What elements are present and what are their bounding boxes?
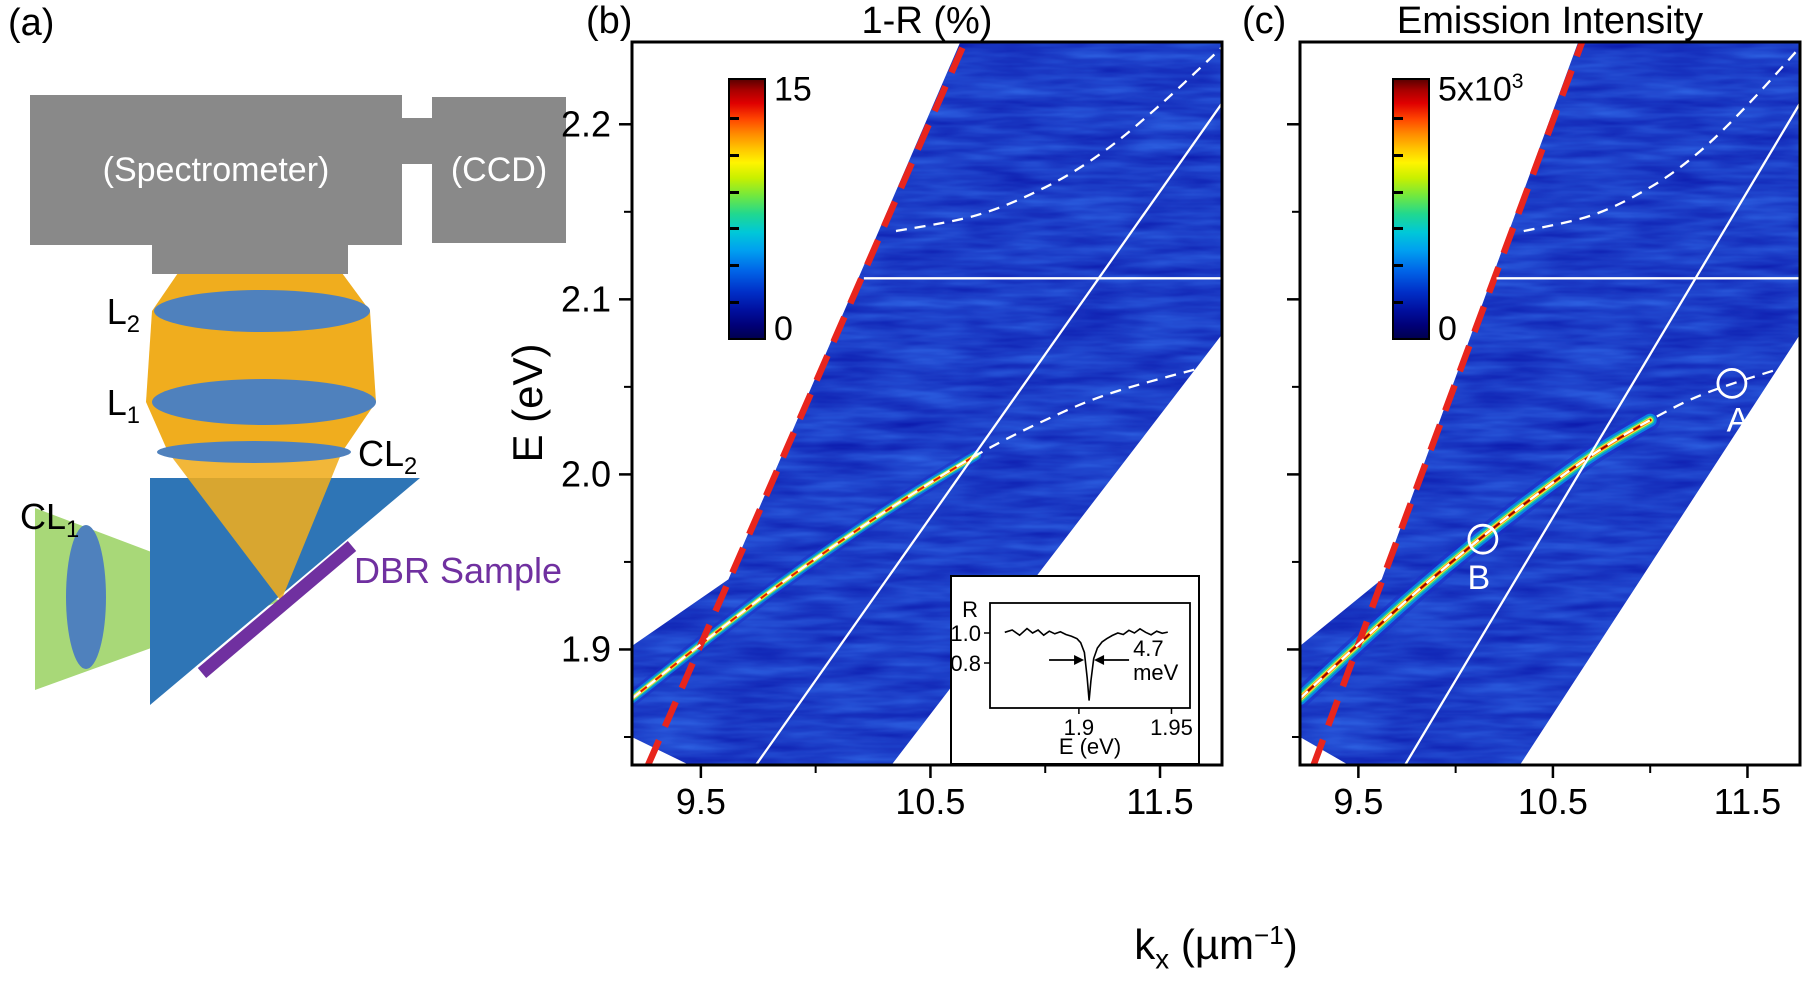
- marker-B: [1467, 523, 1499, 555]
- colorbar-c-gradient: [1392, 78, 1430, 340]
- colorbar-tick: [730, 301, 739, 304]
- cl2-label: CL2: [358, 433, 418, 481]
- data-band-noise: [1300, 42, 1800, 765]
- x-axis-label: kx (µm−1): [1134, 920, 1298, 975]
- y-axis-label: E (eV): [504, 343, 551, 463]
- plot-svg-b: 9.5 10.5 11.5 1.9 2.0 2.1 2.2: [561, 40, 1224, 822]
- colorbar-tick: [1394, 227, 1403, 230]
- linewidth-unit: meV: [1133, 660, 1179, 685]
- marker-label-B: B: [1468, 559, 1491, 597]
- l2-label: L2: [106, 291, 140, 339]
- spectrometer-box: [30, 95, 402, 245]
- axes-frame-c: [1298, 40, 1802, 767]
- y-tick-label: 2.2: [561, 103, 611, 144]
- inset-x-tick-label: 1.95: [1150, 715, 1193, 740]
- setup-diagram: [30, 95, 566, 705]
- lower-polariton-curve: [1300, 361, 1800, 700]
- linewidth-value: 4.7: [1133, 636, 1164, 661]
- panel-c-title: Emission Intensity: [1396, 0, 1704, 42]
- y-tick-label: 1.9: [561, 628, 611, 669]
- colorbar-b: 15 0: [728, 70, 812, 348]
- colorbar-tick: [730, 191, 739, 194]
- colorbar-c-max-label: 5x103: [1438, 70, 1524, 109]
- upper-polariton-curve: [895, 46, 1222, 233]
- spectrometer-ccd-connector: [398, 118, 436, 164]
- inset-y-axis-label: R: [962, 597, 978, 622]
- marker-A: [1716, 367, 1748, 399]
- inset-x-tick-label: 1.9: [1064, 715, 1095, 740]
- panel-c-label: (c): [1242, 0, 1287, 42]
- prism: [150, 478, 420, 705]
- colorbar-tick: [730, 227, 739, 230]
- colorbar-tick: [1394, 117, 1403, 120]
- photonic-mode-line: [1404, 102, 1800, 765]
- inset-x-axis-label: E (eV): [1059, 734, 1121, 759]
- beam-l2-to-l1: [146, 311, 376, 402]
- colorbar-tick: [1394, 264, 1403, 267]
- colorbar-tick: [730, 264, 739, 267]
- x-tick-label: 9.5: [1333, 781, 1383, 822]
- panel-b-label: (b): [586, 0, 633, 42]
- lens-cl1: [66, 525, 106, 669]
- colorbar-c: 5x103 0: [1392, 70, 1523, 348]
- dbr-sample-line: [197, 541, 357, 678]
- colorbar-c-min-label: 0: [1438, 310, 1457, 348]
- arrowhead-right-icon: [1074, 655, 1085, 665]
- beam-cl2-to-sample: [168, 452, 342, 601]
- y-tick-label: 2.1: [561, 278, 611, 319]
- x-tick-label: 11.5: [1714, 781, 1781, 822]
- colorbar-tick: [730, 154, 739, 157]
- dispersion-plot-b: 9.5 10.5 11.5 1.9 2.0 2.1 2.2: [561, 40, 1224, 822]
- colorbar-tick: [1394, 301, 1403, 304]
- entrance-slit-box: [152, 243, 348, 274]
- heatmap-layer-c: [1300, 42, 1800, 765]
- ccd-label: (CCD): [450, 150, 548, 189]
- spectrometer-label: (Spectrometer): [102, 150, 330, 189]
- colorbar-b-max-label: 15: [774, 70, 812, 109]
- light-line: [645, 42, 968, 765]
- colorbar-b-gradient: [728, 78, 766, 340]
- colorbar-tick: [730, 117, 739, 120]
- l1-label: L1: [106, 382, 140, 430]
- lens-cl2: [157, 441, 351, 463]
- reflectivity-inset: 1.9 1.95 1.0 0.8 R E (eV) 4.7 meV: [950, 575, 1200, 765]
- photonic-mode-line: [755, 102, 1222, 765]
- colorbar-tick: [1394, 191, 1403, 194]
- panel-a-label: (a): [8, 2, 55, 44]
- heatmap-layer-b: [632, 42, 1222, 765]
- reflectivity-curve: [1004, 627, 1168, 701]
- x-tick-label: 10.5: [895, 781, 965, 822]
- x-tick-label: 10.5: [1518, 781, 1588, 822]
- upper-polariton-curve: [1523, 46, 1800, 233]
- cl1-label: CL1: [20, 496, 80, 544]
- lens-l2: [154, 290, 370, 332]
- ccd-box: [432, 97, 566, 243]
- dispersion-plot-c: A B 9.5 10.5 11.5: [1287, 40, 1802, 822]
- panel-b-title: 1-R (%): [861, 0, 993, 42]
- colorbar-tick: [1394, 154, 1403, 157]
- arrowhead-left-icon: [1094, 655, 1105, 665]
- colorbar-b-min-label: 0: [774, 310, 793, 348]
- x-tick-label: 9.5: [676, 781, 726, 822]
- x-tick-label: 11.5: [1126, 781, 1193, 822]
- axes-frame-b: [630, 40, 1224, 767]
- dbr-sample-label: DBR Sample: [354, 550, 563, 591]
- inset-y-tick-label: 1.0: [952, 621, 981, 646]
- plot-svg-c: A B 9.5 10.5 11.5: [1287, 40, 1802, 822]
- lens-l1: [152, 379, 376, 425]
- lower-polariton-curve: [632, 361, 1222, 700]
- marker-label-A: A: [1727, 401, 1750, 439]
- y-tick-label: 2.0: [561, 453, 611, 494]
- inset-y-tick-label: 0.8: [952, 651, 981, 676]
